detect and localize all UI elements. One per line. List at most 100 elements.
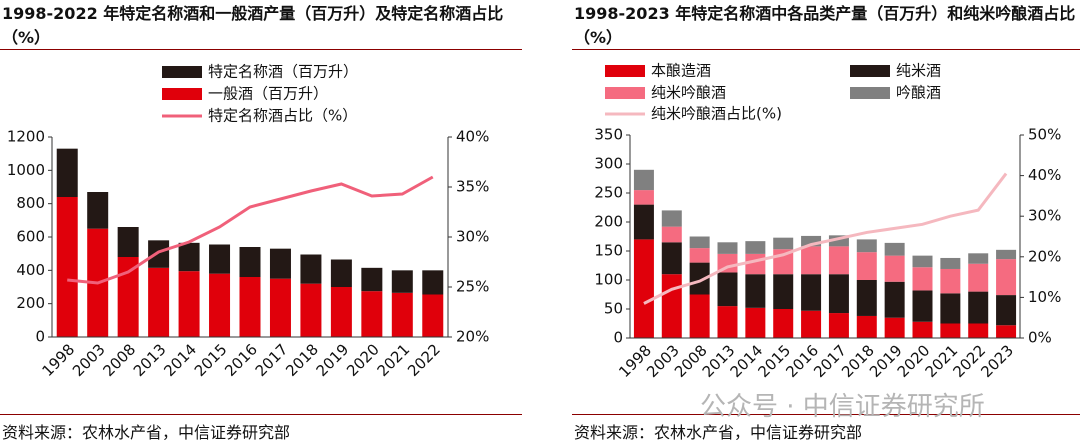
source: 资料来源：农林水产省，中信证券研究部	[574, 423, 863, 442]
y2-tick-label: 30%	[1028, 207, 1061, 225]
x-tick-label: 2016	[221, 340, 261, 380]
watermark: 公众号 · 中信证券研究所	[700, 392, 985, 422]
bar	[239, 277, 261, 337]
bar	[689, 236, 710, 249]
y2-tick-label: 0%	[1028, 329, 1052, 347]
bar	[239, 247, 261, 277]
y2-tick-label: 50%	[1028, 126, 1061, 144]
x-tick-label: 2017	[252, 340, 292, 380]
bar	[391, 292, 413, 337]
bar	[996, 295, 1017, 326]
y2-tick-label: 30%	[456, 228, 489, 246]
bar	[828, 274, 849, 314]
legend-label: 特定名称酒占比（%）	[208, 107, 357, 125]
bar	[745, 253, 766, 275]
bar	[884, 281, 905, 318]
bar	[773, 237, 794, 250]
bar	[361, 291, 383, 337]
bar	[745, 307, 766, 338]
line	[643, 172, 1008, 305]
bar	[801, 235, 822, 247]
bar	[801, 246, 822, 275]
legend-label: 纯米酒	[896, 62, 941, 80]
x-tick-label: 2019	[313, 340, 353, 380]
bar	[422, 294, 444, 337]
legend-swatch	[605, 87, 645, 99]
bar	[148, 240, 170, 268]
bar	[717, 272, 738, 307]
y2-tick-label: 40%	[456, 128, 489, 146]
bar	[422, 270, 444, 295]
y-tick-label: 600	[16, 228, 45, 246]
x-tick-label: 2021	[374, 340, 414, 380]
bar	[717, 242, 738, 254]
bar	[117, 227, 139, 257]
bar	[996, 325, 1017, 338]
legend-swatch	[162, 88, 202, 100]
bar	[968, 323, 989, 338]
bar	[689, 248, 710, 263]
bar	[940, 257, 961, 269]
x-tick-label: 2014	[160, 340, 200, 380]
legend-label: 纯米吟酿酒占比(%)	[651, 105, 782, 123]
bar	[148, 267, 170, 337]
bar	[996, 259, 1017, 296]
bar	[633, 190, 654, 205]
y2-tick-label: 35%	[456, 178, 489, 196]
y-tick-label: 400	[16, 261, 45, 279]
bar	[856, 280, 877, 316]
y-tick-label: 1000	[7, 161, 45, 179]
bar	[912, 267, 933, 291]
legend-label: 一般酒（百万升）	[208, 85, 328, 103]
x-tick-label: 2003	[69, 340, 109, 380]
bar	[773, 274, 794, 309]
bar	[828, 313, 849, 338]
bar	[633, 169, 654, 191]
bar	[209, 273, 231, 337]
bar	[300, 254, 322, 284]
y-tick-label: 0	[613, 329, 623, 347]
bar	[912, 321, 933, 338]
bar	[801, 274, 822, 311]
bar	[856, 252, 877, 280]
bar	[801, 310, 822, 338]
bar	[689, 262, 710, 295]
rule	[572, 414, 1080, 415]
bar	[828, 246, 849, 275]
legend-label: 吟酿酒	[896, 84, 941, 102]
bar	[178, 271, 200, 337]
bar	[968, 291, 989, 324]
y2-tick-label: 20%	[1028, 247, 1061, 265]
bar	[209, 244, 231, 274]
bar	[269, 248, 291, 279]
bar	[391, 270, 413, 293]
x-tick-label: 2020	[343, 340, 383, 380]
y-tick-label: 800	[16, 194, 45, 212]
x-tick-label: 2023	[977, 341, 1017, 381]
bar	[117, 257, 139, 337]
y-tick-label: 1200	[7, 128, 45, 146]
y-tick-label: 200	[594, 213, 623, 231]
bar	[968, 263, 989, 292]
legend-swatch	[850, 65, 890, 77]
bar	[689, 294, 710, 338]
bar	[87, 192, 109, 229]
x-tick-label: 2015	[191, 340, 231, 380]
bar	[884, 255, 905, 282]
bar	[56, 197, 78, 337]
bar	[912, 255, 933, 268]
legend-label: 本酿造酒	[651, 62, 711, 80]
bar	[661, 274, 682, 338]
y-tick-label: 200	[16, 294, 45, 312]
legend-label: 特定名称酒（百万升）	[208, 63, 358, 81]
y2-tick-label: 10%	[1028, 288, 1061, 306]
legend-swatch	[850, 87, 890, 99]
bar	[856, 239, 877, 253]
bar	[940, 323, 961, 338]
bar	[940, 268, 961, 294]
bar	[661, 226, 682, 243]
y-tick-label: 100	[594, 271, 623, 289]
y-tick-label: 300	[594, 155, 623, 173]
